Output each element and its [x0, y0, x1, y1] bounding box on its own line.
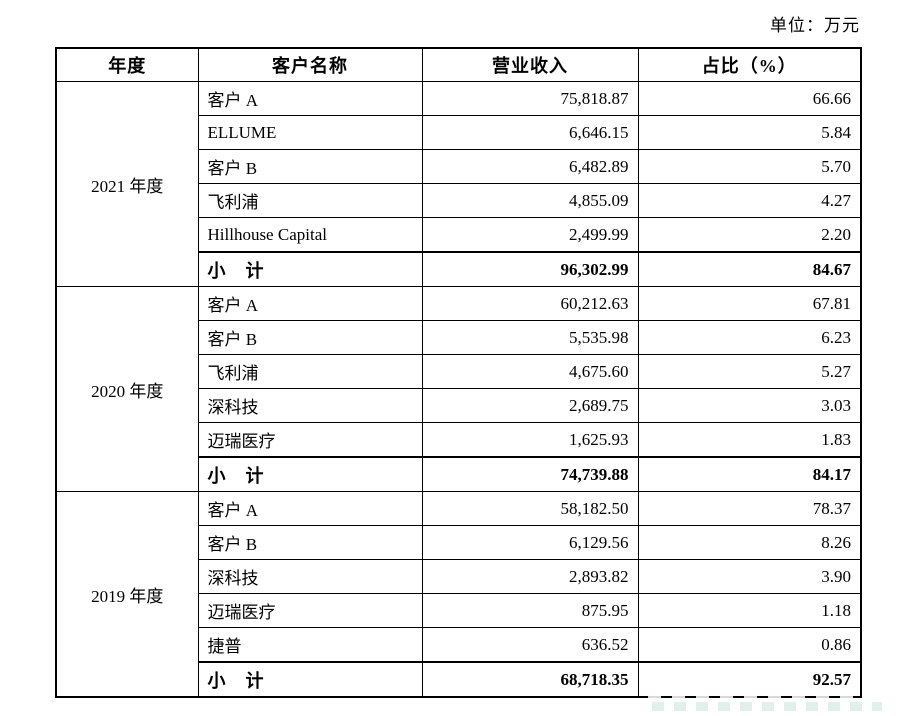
- table-row: 飞利浦 4,855.09 4.27: [56, 183, 862, 218]
- subtotal-row: 小 计 96,302.99 84.67: [56, 251, 862, 287]
- percent-cell: 5.84: [637, 115, 862, 150]
- unit-note: 单位：万元: [770, 16, 860, 35]
- revenue-cell: 2,499.99: [421, 217, 639, 253]
- revenue-cell: 96,302.99: [421, 251, 639, 287]
- revenue-cell: 60,212.63: [421, 286, 639, 321]
- percent-cell: 3.90: [637, 559, 862, 594]
- year-cell: 2021 年度: [55, 81, 199, 287]
- table-row: 客户 B 6,482.89 5.70: [56, 149, 862, 184]
- customer-name-cell: 小 计: [197, 251, 423, 287]
- customer-name-cell: ELLUME: [197, 115, 423, 150]
- percent-cell: 84.67: [637, 251, 862, 287]
- revenue-cell: 6,129.56: [421, 525, 639, 560]
- percent-cell: 8.26: [637, 525, 862, 560]
- customer-name-cell: 客户 B: [197, 320, 423, 355]
- revenue-cell: 4,855.09: [421, 183, 639, 218]
- revenue-cell: 2,893.82: [421, 559, 639, 594]
- customer-name-cell: 客户 B: [197, 149, 423, 184]
- table-row: 2019 年度 客户 A 58,182.50 78.37: [55, 491, 862, 698]
- percent-cell: 6.23: [637, 320, 862, 355]
- customer-name-cell: 小 计: [197, 456, 423, 492]
- percent-cell: 92.57: [637, 661, 862, 698]
- subtotal-row: 小 计 74,739.88 84.17: [56, 456, 862, 492]
- revenue-cell: 58,182.50: [421, 491, 639, 526]
- percent-cell: 0.86: [637, 627, 862, 663]
- header-percent: 占比（%）: [637, 47, 862, 82]
- revenue-cell: 5,535.98: [421, 320, 639, 355]
- percent-cell: 1.18: [637, 593, 862, 628]
- customer-name-cell: 飞利浦: [197, 183, 423, 218]
- header-customer: 客户名称: [197, 47, 423, 82]
- percent-cell: 5.27: [637, 354, 862, 389]
- table-row: 2020 年度 客户 A 60,212.63 67.81: [55, 286, 862, 492]
- revenue-cell: 75,818.87: [421, 81, 639, 116]
- customer-revenue-table: 年度 客户名称 营业收入 占比（%） 2021 年度 客户 A 75,818.87 6…: [55, 47, 862, 698]
- revenue-cell: 6,482.89: [421, 149, 639, 184]
- customer-name-cell: 迈瑞医疗: [197, 422, 423, 458]
- table-row: 迈瑞医疗 875.95 1.18: [56, 593, 862, 628]
- table-row: Hillhouse Capital 2,499.99 2.20: [56, 217, 862, 253]
- revenue-cell: 636.52: [421, 627, 639, 663]
- revenue-cell: 74,739.88: [421, 456, 639, 492]
- header-year: 年度: [55, 47, 199, 82]
- revenue-cell: 6,646.15: [421, 115, 639, 150]
- customer-name-cell: 客户 B: [197, 525, 423, 560]
- table-row: 飞利浦 4,675.60 5.27: [56, 354, 862, 389]
- table-row: 2021 年度 客户 A 75,818.87 66.66: [55, 81, 862, 287]
- percent-cell: 84.17: [637, 456, 862, 492]
- customer-name-cell: 捷普: [197, 627, 423, 663]
- year-cell: 2020 年度: [55, 286, 199, 492]
- percent-cell: 5.70: [637, 149, 862, 184]
- percent-cell: 78.37: [637, 491, 862, 526]
- percent-cell: 1.83: [637, 422, 862, 458]
- table-row: 迈瑞医疗 1,625.93 1.83: [56, 422, 862, 458]
- customer-name-cell: 迈瑞医疗: [197, 593, 423, 628]
- percent-cell: 3.03: [637, 388, 862, 423]
- percent-cell: 67.81: [637, 286, 862, 321]
- percent-cell: 2.20: [637, 217, 862, 253]
- revenue-cell: 1,625.93: [421, 422, 639, 458]
- customer-name-cell: 客户 A: [197, 81, 423, 116]
- header-revenue: 营业收入: [421, 47, 639, 82]
- customer-name-cell: 小 计: [197, 661, 423, 698]
- customer-name-cell: 深科技: [197, 388, 423, 423]
- customer-name-cell: 客户 A: [197, 286, 423, 321]
- customer-name-cell: 客户 A: [197, 491, 423, 526]
- customer-name-cell: 深科技: [197, 559, 423, 594]
- percent-cell: 4.27: [637, 183, 862, 218]
- year-cell: 2019 年度: [55, 491, 199, 698]
- table-row: 客户 B 5,535.98 6.23: [56, 320, 862, 355]
- revenue-cell: 875.95: [421, 593, 639, 628]
- table-row: 深科技 2,689.75 3.03: [56, 388, 862, 423]
- table-row: 客户 B 6,129.56 8.26: [56, 525, 862, 560]
- percent-cell: 66.66: [637, 81, 862, 116]
- revenue-cell: 2,689.75: [421, 388, 639, 423]
- revenue-cell: 4,675.60: [421, 354, 639, 389]
- table-header-row: 年度 客户名称 营业收入 占比（%）: [55, 47, 862, 82]
- table-row: ELLUME 6,646.15 5.84: [56, 115, 862, 150]
- customer-name-cell: 飞利浦: [197, 354, 423, 389]
- customer-name-cell: Hillhouse Capital: [197, 217, 423, 253]
- revenue-cell: 68,718.35: [421, 661, 639, 698]
